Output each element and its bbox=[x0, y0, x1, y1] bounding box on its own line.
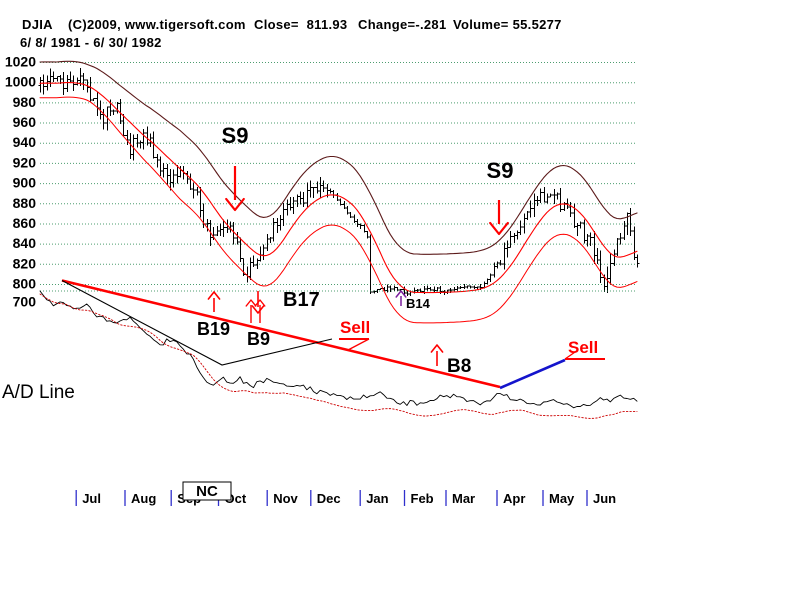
svg-text:B8: B8 bbox=[447, 356, 471, 377]
svg-text:700: 700 bbox=[13, 294, 37, 310]
svg-text:Dec: Dec bbox=[317, 491, 341, 506]
svg-text:980: 980 bbox=[13, 94, 37, 110]
svg-text:Aug: Aug bbox=[131, 491, 156, 506]
svg-text:940: 940 bbox=[13, 134, 37, 150]
svg-text:1000: 1000 bbox=[5, 74, 36, 90]
svg-text:B14: B14 bbox=[406, 296, 431, 311]
svg-text:B19: B19 bbox=[197, 319, 230, 339]
svg-text:S9: S9 bbox=[487, 158, 514, 183]
svg-text:960: 960 bbox=[13, 114, 37, 130]
svg-text:900: 900 bbox=[13, 175, 37, 191]
svg-text:B9: B9 bbox=[247, 329, 270, 349]
svg-text:S9: S9 bbox=[222, 123, 249, 148]
svg-text:Nov: Nov bbox=[273, 491, 298, 506]
svg-text:880: 880 bbox=[13, 195, 37, 211]
svg-text:920: 920 bbox=[13, 154, 37, 170]
svg-text:May: May bbox=[549, 491, 575, 506]
svg-text:A/D Line: A/D Line bbox=[2, 382, 75, 403]
svg-text:840: 840 bbox=[13, 235, 37, 251]
svg-text:800: 800 bbox=[13, 276, 37, 292]
svg-text:860: 860 bbox=[13, 215, 37, 231]
svg-text:1020: 1020 bbox=[5, 54, 36, 70]
svg-text:Feb: Feb bbox=[411, 491, 434, 506]
svg-text:Mar: Mar bbox=[452, 491, 475, 506]
svg-text:B17: B17 bbox=[283, 289, 320, 311]
svg-text:Jun: Jun bbox=[593, 491, 616, 506]
svg-text:NC: NC bbox=[196, 483, 218, 500]
svg-text:Jul: Jul bbox=[82, 491, 101, 506]
svg-text:820: 820 bbox=[13, 255, 37, 271]
svg-text:Sell: Sell bbox=[340, 318, 370, 337]
svg-text:Apr: Apr bbox=[503, 491, 525, 506]
svg-text:Jan: Jan bbox=[366, 491, 388, 506]
